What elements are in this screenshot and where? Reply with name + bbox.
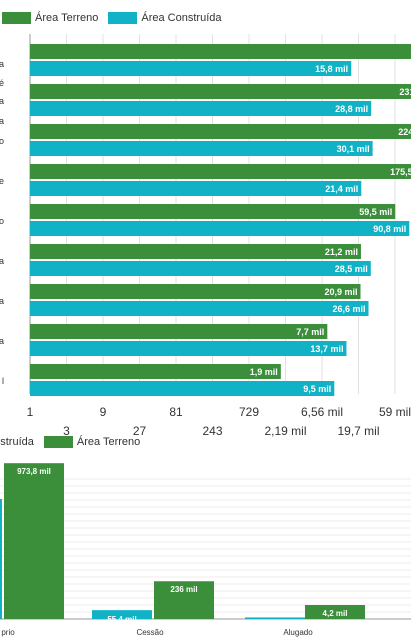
bar-construida xyxy=(30,341,347,356)
x-tick-label: 19,7 mil xyxy=(337,424,379,438)
bar-terreno xyxy=(30,364,281,379)
bar-construida xyxy=(30,301,369,316)
category-label: Alugado xyxy=(283,628,313,637)
data-label-construida: 9,8 mil xyxy=(263,622,288,631)
bar-terreno xyxy=(30,204,396,219)
legend2-item-terreno[interactable]: Área Terreno xyxy=(43,436,141,448)
legend2-swatch-terreno xyxy=(43,436,73,448)
bar-terreno xyxy=(30,84,411,99)
data-label-construida: 90,8 mil xyxy=(373,224,406,234)
category-label: a xyxy=(0,96,4,106)
bar-construida xyxy=(30,181,362,196)
data-label-construida: 28,5 mil xyxy=(335,264,368,274)
category-label: a xyxy=(0,296,4,306)
data-label-terreno: 7,7 mil xyxy=(296,327,324,337)
data-label-construida: 30,1 mil xyxy=(337,144,370,154)
category-label: a xyxy=(0,336,4,346)
legend2-label-construida: onstruída xyxy=(0,436,34,448)
category-label: a xyxy=(0,116,4,126)
x-tick-label: 3 xyxy=(63,424,70,438)
bar-construida xyxy=(30,101,372,116)
data-label-terreno: 20,9 mil xyxy=(324,287,357,297)
bar-construida xyxy=(92,610,152,619)
bar-terreno xyxy=(154,581,214,619)
category-label: a xyxy=(0,59,4,69)
chart2-legend: onstruída Área Terreno xyxy=(0,436,150,448)
data-label-construida: 28,8 mil xyxy=(335,104,368,114)
bar-construida xyxy=(0,499,2,619)
bar-terreno xyxy=(305,605,365,619)
bar-construida xyxy=(30,381,335,396)
data-label-construida: 13,7 mil xyxy=(310,344,343,354)
data-label-terreno: 231,3 mil xyxy=(399,87,411,97)
bar-terreno xyxy=(30,124,411,139)
data-label-terreno: 1,9 mil xyxy=(250,367,278,377)
data-label-terreno: 224,2 mil xyxy=(398,127,411,137)
bar-construida xyxy=(245,617,305,619)
category-label: e xyxy=(0,176,4,186)
bar-terreno xyxy=(30,324,328,339)
legend2-label-terreno: Área Terreno xyxy=(76,436,141,448)
category-label: a xyxy=(0,256,4,266)
x-tick-label: 59 mil xyxy=(379,405,411,419)
data-label-construida: 55,4 mil xyxy=(107,615,136,624)
bar-terreno xyxy=(30,244,361,259)
horizontal-bar-chart: aéaaoeoaaal471,8 mil15,8 mil231,3 mil28,… xyxy=(0,34,411,438)
legend-swatch-terreno xyxy=(2,12,31,24)
data-label-terreno: 175,5 mil xyxy=(390,167,411,177)
data-label-terreno: 236 mil xyxy=(170,585,197,594)
category-label: o xyxy=(0,216,4,226)
x-tick-label: 27 xyxy=(133,424,147,438)
legend-swatch-construida xyxy=(108,12,138,24)
category-label: l xyxy=(2,376,4,386)
legend2-item-construida[interactable]: onstruída xyxy=(0,436,34,448)
bar-construida xyxy=(30,141,373,156)
bar-construida xyxy=(30,261,371,276)
data-label-terreno: 973,8 mil xyxy=(17,467,51,476)
bar-terreno xyxy=(4,463,64,619)
x-tick-label: 6,56 mil xyxy=(301,405,343,419)
category-label: o xyxy=(0,136,4,146)
x-tick-label: 9 xyxy=(100,405,107,419)
x-tick-label: 1 xyxy=(27,405,34,419)
category-label: Cessão xyxy=(136,628,164,637)
x-tick-label: 81 xyxy=(169,405,183,419)
chart1-legend: Área Terreno Área Construída xyxy=(2,12,232,24)
bar-terreno xyxy=(30,164,411,179)
data-label-construida: 15,8 mil xyxy=(315,64,348,74)
category-label: é xyxy=(0,78,4,88)
bar-construida xyxy=(30,61,352,76)
bar-terreno xyxy=(30,44,411,59)
legend-item-construida[interactable]: Área Construída xyxy=(108,12,222,24)
data-label-construida: 26,6 mil xyxy=(332,304,365,314)
x-tick-label: 243 xyxy=(202,424,222,438)
data-label-terreno: 59,5 mil xyxy=(359,207,392,217)
bar-terreno xyxy=(30,284,361,299)
bar-construida xyxy=(30,221,410,236)
legend-label-construida: Área Construída xyxy=(141,12,222,24)
data-label-terreno: 21,2 mil xyxy=(325,247,358,257)
legend-item-terreno[interactable]: Área Terreno xyxy=(2,12,98,24)
category-label: prio xyxy=(1,628,15,637)
legend-label-terreno: Área Terreno xyxy=(35,12,99,24)
data-label-construida: 9,5 mil xyxy=(303,384,331,394)
data-label-construida: 21,4 mil xyxy=(325,184,358,194)
vertical-bar-chart: 973,8 mil 55,4 mil 236 mil 9,8 mil 4,2 mil pr… xyxy=(0,463,411,637)
data-label-terreno: 4,2 mil xyxy=(323,609,348,618)
x-tick-label: 2,19 mil xyxy=(264,424,306,438)
x-tick-label: 729 xyxy=(239,405,259,419)
